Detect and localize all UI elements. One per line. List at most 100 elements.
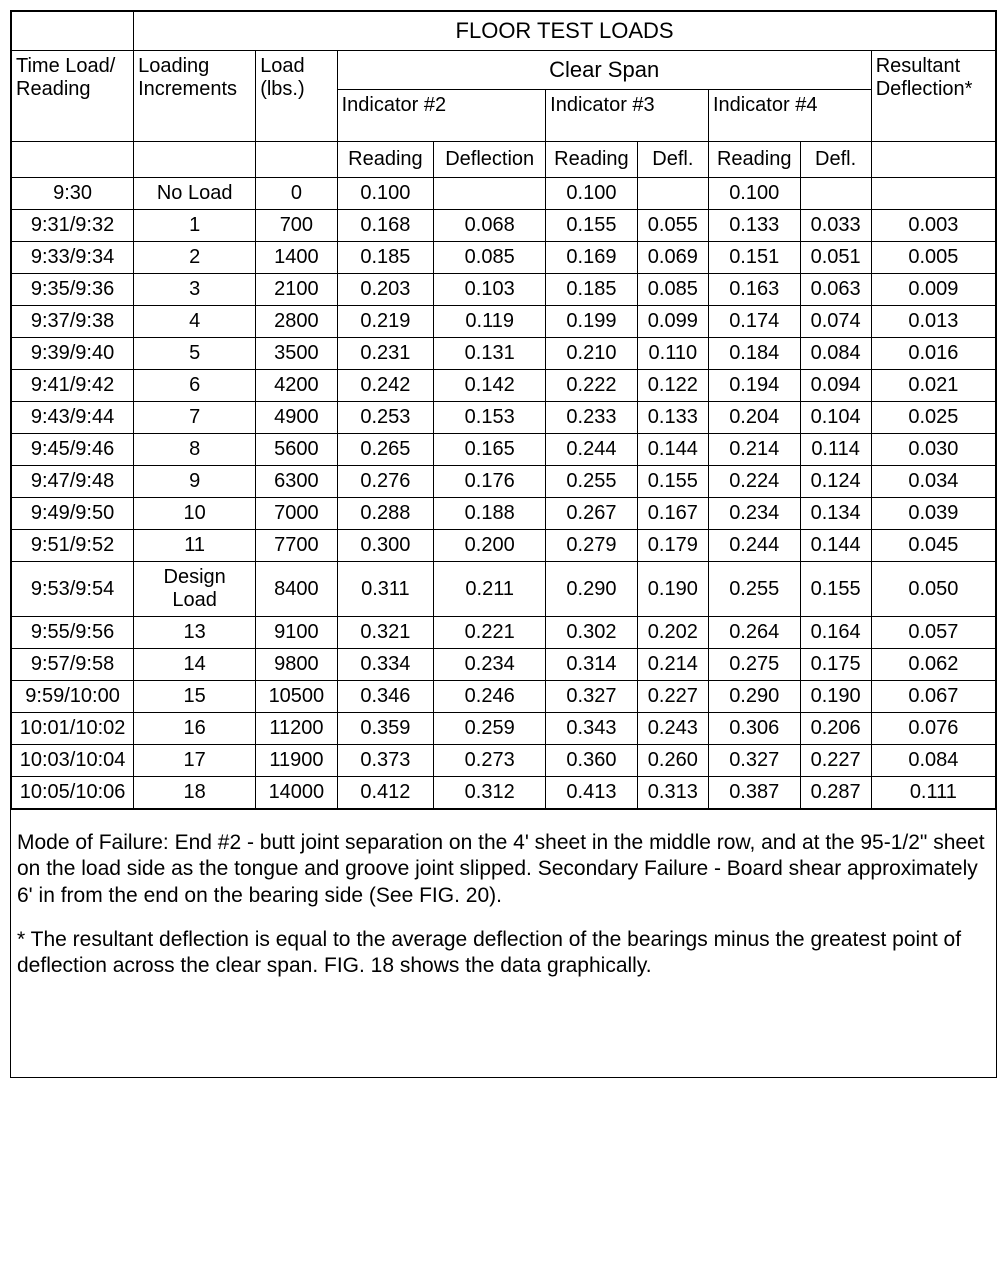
table-cell: 0.104 xyxy=(800,402,871,434)
table-cell: 0.194 xyxy=(708,370,800,402)
table-cell: 0.134 xyxy=(800,498,871,530)
subhdr-reading-3: Reading xyxy=(546,142,638,178)
table-cell: Design Load xyxy=(134,562,256,617)
table-cell: 9:53/9:54 xyxy=(12,562,134,617)
table-cell: 0.221 xyxy=(434,617,546,649)
table-cell: 8400 xyxy=(256,562,337,617)
table-cell: 1 xyxy=(134,210,256,242)
table-cell: 0.039 xyxy=(871,498,995,530)
table-cell: 0.253 xyxy=(337,402,434,434)
subhdr-reading-4: Reading xyxy=(708,142,800,178)
table-row: 9:41/9:42642000.2420.1420.2220.1220.1940… xyxy=(12,370,996,402)
table-cell: 0.124 xyxy=(800,466,871,498)
subhdr-blank-2 xyxy=(134,142,256,178)
table-cell: 0.133 xyxy=(708,210,800,242)
table-row: 9:57/9:581498000.3340.2340.3140.2140.275… xyxy=(12,649,996,681)
table-cell: 11200 xyxy=(256,713,337,745)
table-cell: 0.151 xyxy=(708,242,800,274)
corner-cell xyxy=(12,12,134,51)
table-cell: 0.069 xyxy=(637,242,708,274)
table-cell: 0.100 xyxy=(708,178,800,210)
subhdr-defl-3: Defl. xyxy=(637,142,708,178)
subhdr-deflection-2: Deflection xyxy=(434,142,546,178)
table-cell: 0.169 xyxy=(546,242,638,274)
table-cell: 0.005 xyxy=(871,242,995,274)
table-cell: 0.110 xyxy=(637,338,708,370)
table-cell: 0.290 xyxy=(708,681,800,713)
table-cell: 0.200 xyxy=(434,530,546,562)
hdr-indicator-2: Indicator #2 xyxy=(337,90,546,142)
table-cell: 0.244 xyxy=(708,530,800,562)
table-cell: 6 xyxy=(134,370,256,402)
table-cell: 0.034 xyxy=(871,466,995,498)
table-cell: 10:05/10:06 xyxy=(12,777,134,809)
table-cell: 9100 xyxy=(256,617,337,649)
table-cell: 0.057 xyxy=(871,617,995,649)
table-cell: 9:31/9:32 xyxy=(12,210,134,242)
table-cell: 3500 xyxy=(256,338,337,370)
table-cell: No Load xyxy=(134,178,256,210)
table-cell: 0.327 xyxy=(546,681,638,713)
table-cell: 0.265 xyxy=(337,434,434,466)
table-row: 9:33/9:34214000.1850.0850.1690.0690.1510… xyxy=(12,242,996,274)
table-cell: 0.387 xyxy=(708,777,800,809)
table-cell: 0.050 xyxy=(871,562,995,617)
table-cell: 0.111 xyxy=(871,777,995,809)
floor-test-loads-table: FLOOR TEST LOADS Time Load/ Reading Load… xyxy=(10,10,997,1078)
table-cell: 0.204 xyxy=(708,402,800,434)
table-cell: 15 xyxy=(134,681,256,713)
notes-section: Mode of Failure: End #2 - butt joint sep… xyxy=(11,809,996,1077)
table-cell: 0.288 xyxy=(337,498,434,530)
table-cell: 0.190 xyxy=(800,681,871,713)
table-cell: 0.190 xyxy=(637,562,708,617)
table-cell: 7 xyxy=(134,402,256,434)
table-cell: 3 xyxy=(134,274,256,306)
table-cell: 0.155 xyxy=(546,210,638,242)
table-cell: 0.009 xyxy=(871,274,995,306)
table-cell: 14000 xyxy=(256,777,337,809)
table-cell: 0.242 xyxy=(337,370,434,402)
table-cell: 0.313 xyxy=(637,777,708,809)
table-cell: 0.359 xyxy=(337,713,434,745)
table-cell: 0.373 xyxy=(337,745,434,777)
table-cell: 0.175 xyxy=(800,649,871,681)
table-cell: 0.119 xyxy=(434,306,546,338)
table-cell: 0.021 xyxy=(871,370,995,402)
hdr-time: Time Load/ Reading xyxy=(12,51,134,142)
table-title: FLOOR TEST LOADS xyxy=(134,12,996,51)
table-cell: 0.030 xyxy=(871,434,995,466)
table-cell: 0.206 xyxy=(800,713,871,745)
table-cell: 0.114 xyxy=(800,434,871,466)
table-cell: 10:03/10:04 xyxy=(12,745,134,777)
table-cell: 0.321 xyxy=(337,617,434,649)
table-cell: 5600 xyxy=(256,434,337,466)
table-cell: 0.260 xyxy=(637,745,708,777)
subhdr-defl-4: Defl. xyxy=(800,142,871,178)
table-cell xyxy=(434,178,546,210)
table-cell: 9:45/9:46 xyxy=(12,434,134,466)
table-cell: 0.085 xyxy=(434,242,546,274)
table-cell: 0.099 xyxy=(637,306,708,338)
table-cell: 0.327 xyxy=(708,745,800,777)
table-cell: 0.131 xyxy=(434,338,546,370)
table-cell: 0.287 xyxy=(800,777,871,809)
table-cell: 0.259 xyxy=(434,713,546,745)
table-cell: 0.314 xyxy=(546,649,638,681)
table-cell: 0.243 xyxy=(637,713,708,745)
table-cell xyxy=(800,178,871,210)
table-cell: 0.412 xyxy=(337,777,434,809)
table-cell: 0.094 xyxy=(800,370,871,402)
table-cell: 11 xyxy=(134,530,256,562)
table-cell: 7000 xyxy=(256,498,337,530)
table-cell: 6300 xyxy=(256,466,337,498)
table-cell: 0.311 xyxy=(337,562,434,617)
table-cell: 0.413 xyxy=(546,777,638,809)
table-cell: 0.025 xyxy=(871,402,995,434)
table-row: 9:35/9:36321000.2030.1030.1850.0850.1630… xyxy=(12,274,996,306)
table-cell: 0.343 xyxy=(546,713,638,745)
table-row: 9:31/9:3217000.1680.0680.1550.0550.1330.… xyxy=(12,210,996,242)
table-cell: 0.122 xyxy=(637,370,708,402)
table-row: 9:30No Load00.1000.1000.100 xyxy=(12,178,996,210)
table-cell: 0.100 xyxy=(546,178,638,210)
table-cell: 0.103 xyxy=(434,274,546,306)
